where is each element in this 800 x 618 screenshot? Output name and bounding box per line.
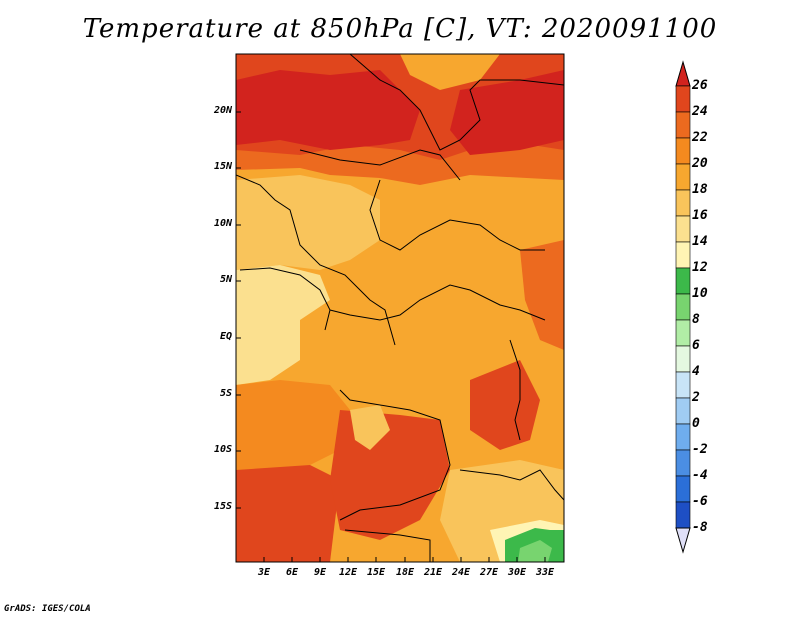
field-angola-coast [350,405,390,450]
colorbar-swatch [675,111,691,139]
colorbar-label: 24 [692,104,708,119]
field-cool-tongue [400,54,500,90]
field-guinea [236,175,380,270]
colorbar-label: 14 [692,234,708,249]
lat-label: 15S [213,501,232,512]
colorbar-swatch [675,319,691,347]
credit-text: GrADS: IGES/COLA [4,604,91,614]
lon-label: 33E [535,567,555,578]
colorbar-end-top [675,60,691,87]
country-borders [236,54,564,562]
lon-label: 27E [479,567,499,578]
colorbar-swatch [675,475,691,503]
temperature-field [236,54,564,562]
lon-label: 6E [285,567,299,578]
colorbar-label: 26 [692,78,708,93]
colorbar-label: 18 [692,182,708,197]
plot-frame [235,53,565,563]
map-title: Temperature at 850hPa [C], VT: 202009110… [82,14,718,44]
lat-label: 5N [219,274,232,285]
colorbar-swatch [675,371,691,399]
lat-label: 20N [213,105,232,116]
lat-label: 15N [213,161,232,172]
colorbar-label: 10 [692,286,708,301]
lat-label: 10S [213,444,232,455]
lon-label: 9E [313,567,327,578]
field-atlantic-far-south [236,465,340,562]
colorbar-end-bottom [675,527,691,554]
colorbar-swatch [675,137,691,165]
field-atlantic-south [236,380,350,470]
lat-label: EQ [219,331,232,342]
colorbar-label: -8 [692,520,708,535]
colorbar-label: 22 [692,130,708,145]
colorbar-label: -2 [692,442,708,457]
colorbar-swatch [675,85,691,113]
lon-label: 15E [366,567,386,578]
colorbar-swatch [675,241,691,269]
field-east-highlands [520,240,564,350]
colorbar-label: 20 [692,156,708,171]
lon-label: 3E [257,567,271,578]
field-east-rift [470,360,540,450]
lon-label: 21E [423,567,443,578]
colorbar-swatch [675,397,691,425]
colorbar-swatch [675,423,691,451]
field-coast [236,265,330,385]
colorbar-swatch [675,163,691,191]
colorbar-label: 16 [692,208,708,223]
colorbar-swatch [675,189,691,217]
colorbar-label: 8 [692,312,700,327]
colorbar-label: 2 [692,390,700,405]
lon-label: 12E [338,567,358,578]
colorbar-swatch [675,215,691,243]
field-malawi-core [518,540,552,562]
colorbar [675,60,691,554]
colorbar-swatch [675,449,691,477]
colorbar-swatch [675,501,691,529]
colorbar-label: 0 [692,416,700,431]
colorbar-swatch [675,267,691,295]
colorbar-label: 6 [692,338,700,353]
colorbar-label: 12 [692,260,708,275]
field-hot-core-east [450,70,564,155]
field-hot-core-west [236,70,420,150]
colorbar-label: -4 [692,468,708,483]
lon-label: 24E [451,567,471,578]
axis-ticks [236,111,546,562]
colorbar-label: 4 [692,364,700,379]
lat-label: 10N [213,218,232,229]
colorbar-label: -6 [692,494,708,509]
lon-label: 30E [507,567,527,578]
lat-label: 5S [219,388,232,399]
colorbar-swatch [675,345,691,373]
colorbar-swatch [675,293,691,321]
lon-label: 18E [395,567,415,578]
